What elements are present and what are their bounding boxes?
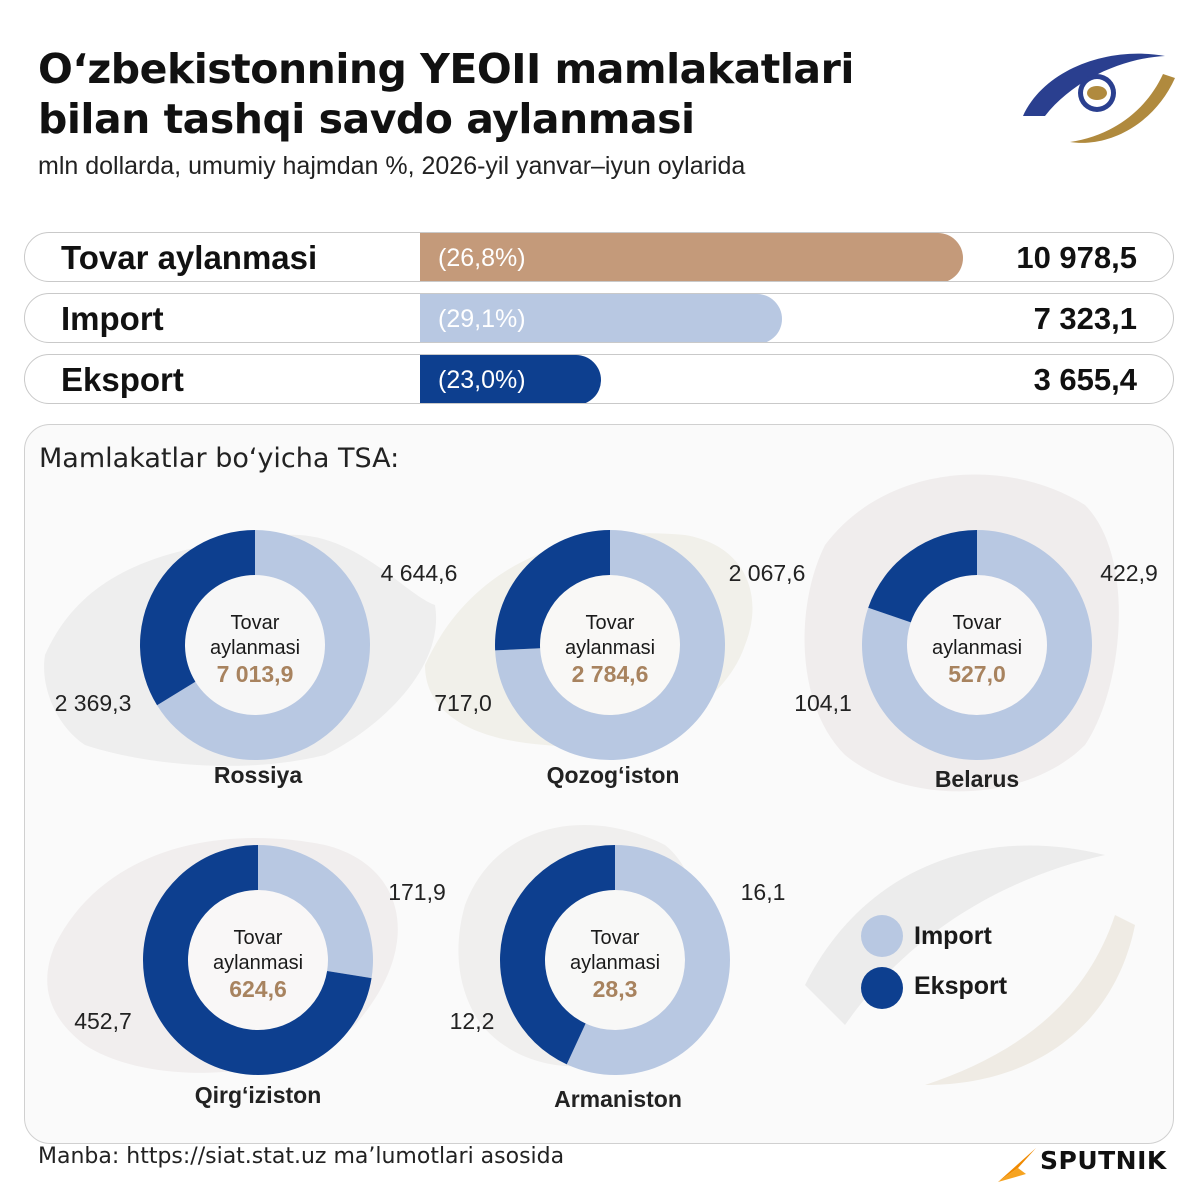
donut-center-label: Tovar	[234, 927, 283, 949]
donut-hole	[540, 575, 680, 715]
summary-pct: (29,1%)	[438, 305, 526, 333]
legend-import-swatch	[861, 915, 903, 957]
donut-center-label: Tovar	[586, 612, 635, 634]
legend: Import Eksport	[861, 915, 1008, 1009]
country-name: Belarus	[935, 766, 1019, 792]
donut-hole	[188, 890, 328, 1030]
import-value-label: 2 067,6	[729, 560, 806, 586]
donut-total-value: 527,0	[948, 661, 1006, 687]
summary-row-import: Import (29,1%) 7 323,1	[24, 293, 1174, 343]
donut-total-value: 7 013,9	[217, 661, 294, 687]
donut-slice-export	[868, 530, 977, 623]
title-line-1: O‘zbekistonning YEOII mamlakatlari	[38, 45, 854, 93]
country-panel: Mamlakatlar bo‘yicha TSA: Tovar aylanmasi…	[24, 424, 1174, 1144]
summary-row-export: Eksport (23,0%) 3 655,4	[24, 354, 1174, 404]
sputnik-logo-icon	[998, 1148, 1036, 1182]
donut-slice-import	[258, 845, 374, 979]
donut-slice-import	[495, 530, 725, 760]
donut-3	[143, 845, 374, 1075]
export-value-label: 12,2	[450, 1008, 495, 1034]
donut-center-label: aylanmasi	[213, 952, 303, 974]
summary-value: 3 655,4	[1033, 362, 1137, 397]
panel-title: Mamlakatlar bo‘yicha TSA:	[39, 443, 400, 474]
import-value-label: 422,9	[1100, 560, 1158, 586]
import-value-label: 16,1	[741, 879, 786, 905]
export-value-label: 717,0	[434, 690, 492, 716]
donut-hole	[907, 575, 1047, 715]
legend-export-swatch	[861, 967, 903, 1009]
donut-slice-export	[499, 845, 615, 1065]
export-value-label: 104,1	[794, 690, 852, 716]
donut-center-label: aylanmasi	[570, 952, 660, 974]
export-value-label: 452,7	[74, 1008, 132, 1034]
summary-value: 10 978,5	[1016, 240, 1137, 275]
donut-total-value: 624,6	[229, 976, 287, 1002]
donut-hole	[185, 575, 325, 715]
country-name: Armaniston	[554, 1086, 682, 1112]
donut-center-label: Tovar	[953, 612, 1002, 634]
summary-bar: (26,8%)	[420, 233, 963, 281]
country-name: Rossiya	[214, 762, 302, 788]
donut-4	[499, 845, 730, 1075]
donut-center-label: aylanmasi	[932, 637, 1022, 659]
donut-center-label: aylanmasi	[210, 637, 300, 659]
summary-pct: (26,8%)	[438, 244, 526, 272]
donut-1	[494, 530, 725, 760]
brand: SPUTNIK	[996, 1140, 1186, 1190]
donut-center-label: Tovar	[591, 927, 640, 949]
title-line-2: bilan tashqi savdo aylanmasi	[38, 95, 695, 143]
export-value-label: 2 369,3	[55, 690, 132, 716]
summary-bar: (23,0%)	[420, 355, 601, 403]
donut-slice-import	[566, 845, 730, 1075]
donut-total-value: 28,3	[593, 976, 638, 1002]
country-name: Qirg‘iziston	[195, 1082, 322, 1108]
summary-label: Eksport	[61, 361, 184, 398]
donut-slice-import	[157, 530, 371, 760]
subtitle: mln dollarda, umumiy hajmdan %, 2026-yil…	[38, 152, 746, 180]
donut-slice-export	[140, 530, 255, 706]
summary-value: 7 323,1	[1033, 301, 1137, 336]
summary-bar: (29,1%)	[420, 294, 782, 342]
donut-center-label: aylanmasi	[565, 637, 655, 659]
summary-pct: (23,0%)	[438, 366, 526, 394]
donut-0	[140, 530, 371, 760]
source-note: Manba: https://siat.stat.uz ma’lumotlari…	[38, 1144, 565, 1169]
donut-slice-export	[494, 530, 610, 651]
summary-label: Import	[61, 300, 164, 337]
eaeu-watermark-shape-2	[925, 915, 1135, 1085]
country-name: Qozog‘iston	[547, 762, 680, 788]
import-value-label: 171,9	[388, 879, 446, 905]
donut-slice-export	[143, 845, 372, 1075]
eaeu-logo-icon	[1023, 53, 1175, 143]
legend-export-label: Eksport	[914, 972, 1008, 1000]
summary-row-turnover: Tovar aylanmasi (26,8%) 10 978,5	[24, 232, 1174, 282]
page-title: O‘zbekistonning YEOII mamlakatlari bilan…	[38, 44, 998, 144]
import-value-label: 4 644,6	[381, 560, 458, 586]
donut-2	[862, 530, 1093, 760]
brand-text: SPUTNIK	[1040, 1146, 1167, 1175]
legend-import-label: Import	[914, 922, 992, 950]
donut-total-value: 2 784,6	[572, 661, 649, 687]
donut-hole	[545, 890, 685, 1030]
donut-center-label: Tovar	[231, 612, 280, 634]
summary-label: Tovar aylanmasi	[61, 239, 318, 276]
donut-slice-import	[862, 530, 1093, 760]
